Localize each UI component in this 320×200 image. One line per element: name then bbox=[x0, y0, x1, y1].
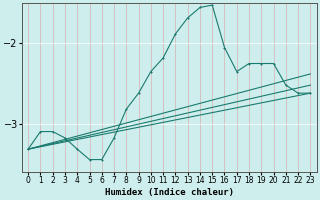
X-axis label: Humidex (Indice chaleur): Humidex (Indice chaleur) bbox=[105, 188, 234, 197]
